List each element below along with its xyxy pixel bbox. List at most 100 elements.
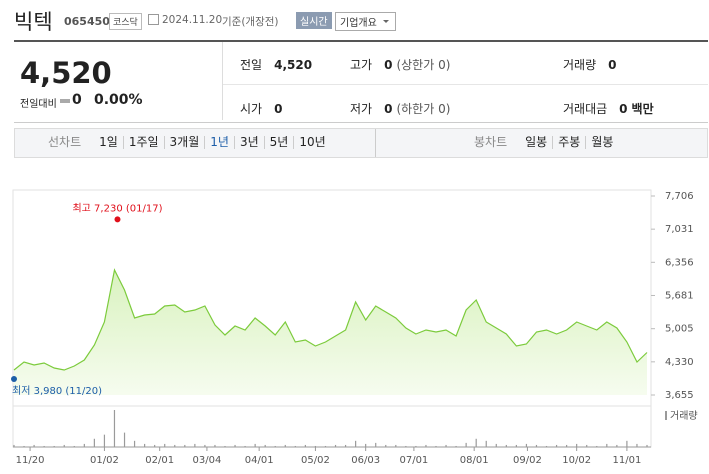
volume-bar xyxy=(535,444,538,447)
change: 0 xyxy=(72,92,82,108)
volume-bar xyxy=(83,443,85,447)
x-tick-label: 03/04 xyxy=(193,455,222,466)
volume-bar xyxy=(164,443,166,447)
tab[interactable]: 일봉 xyxy=(525,135,548,149)
price: 4,520 xyxy=(20,56,112,90)
stat: 거래대금 0 백만 xyxy=(563,100,654,117)
volume-bar xyxy=(264,444,266,447)
tab[interactable]: 1주일 xyxy=(122,136,164,149)
area-fill xyxy=(14,270,647,395)
tab[interactable]: 3개월 xyxy=(163,136,205,149)
x-tick-label: 04/01 xyxy=(245,455,274,466)
volume-bar xyxy=(214,444,216,447)
date: 2024.11.20 xyxy=(162,14,223,26)
tab-group-label: 선차트 xyxy=(48,135,82,149)
y-tick-label: 7,706 xyxy=(665,191,694,202)
volume-bar xyxy=(525,443,528,447)
volume-bar xyxy=(123,432,126,447)
volume-bar xyxy=(274,445,276,447)
volume-bar xyxy=(606,443,608,447)
annotation-dot xyxy=(114,216,121,223)
volume-bar xyxy=(234,444,236,447)
volume-legend: 거래량 xyxy=(670,410,698,422)
volume-bar xyxy=(224,445,226,447)
divider xyxy=(223,84,708,85)
volume-bar xyxy=(314,445,317,447)
y-tick-label: 3,655 xyxy=(665,390,694,401)
change-label: 전일대비 xyxy=(20,99,57,110)
stat-value: 0 xyxy=(384,58,393,72)
volume-bar xyxy=(184,444,186,447)
stat-label: 저가 xyxy=(350,102,373,116)
annotation-label: 최고 7,230 (01/17) xyxy=(72,202,162,214)
volume-bar xyxy=(415,445,417,447)
volume-bar xyxy=(344,444,347,447)
x-tick-label: 02/01 xyxy=(145,455,174,466)
tab[interactable]: 월봉 xyxy=(585,136,618,149)
volume-bar xyxy=(495,443,497,447)
stat-label: 거래대금 xyxy=(563,102,608,116)
change-rate: 0.00% xyxy=(94,92,143,108)
volume-bar xyxy=(365,443,367,447)
realtime-badge[interactable]: 실시간 xyxy=(296,12,332,29)
volume-bar xyxy=(596,445,598,447)
volume-bar xyxy=(144,443,146,447)
volume-bar xyxy=(43,445,45,447)
stat-value: 0 xyxy=(274,102,283,116)
stock-code: 065450 xyxy=(64,15,110,28)
volume-bar xyxy=(425,444,427,447)
stat-unit: 백만 xyxy=(631,102,654,116)
volume-bar xyxy=(616,444,618,447)
stat: 전일 4,520 xyxy=(240,56,312,73)
volume-bar xyxy=(254,443,256,447)
calendar-icon xyxy=(148,14,159,25)
quote-box xyxy=(14,40,708,123)
price-line xyxy=(13,268,648,371)
volume-bar xyxy=(23,445,25,447)
tab[interactable]: 주봉 xyxy=(552,136,585,149)
volume-bar xyxy=(53,445,55,447)
volume-bar xyxy=(505,444,507,447)
x-tick-label: 05/02 xyxy=(301,455,330,466)
x-tick-label: 11/20 xyxy=(16,455,45,466)
tab[interactable]: 3년 xyxy=(233,136,264,149)
volume-bar xyxy=(395,444,397,447)
market-badge: 코스닥 xyxy=(109,13,142,30)
volume-bar xyxy=(204,444,206,447)
annotation-label: 최저 3,980 (11/20) xyxy=(12,385,102,397)
volume-bar xyxy=(355,440,357,447)
stat: 저가 0 (하한가 0) xyxy=(350,100,450,117)
volume-bar xyxy=(586,444,588,447)
overview-button[interactable]: 기업개요 xyxy=(335,12,396,31)
tab[interactable]: 1년 xyxy=(204,136,234,149)
y-tick-label: 6,356 xyxy=(665,257,694,268)
volume-bar xyxy=(13,444,15,447)
stock-name: 빅텍 xyxy=(14,10,53,34)
volume-bar xyxy=(154,444,156,447)
stat-value: 0 xyxy=(619,102,628,116)
volume-bar xyxy=(405,445,407,447)
tab[interactable]: 5년 xyxy=(263,136,294,149)
volume-bar xyxy=(73,445,75,447)
volume-bar xyxy=(475,438,477,447)
volume-bar xyxy=(515,444,517,447)
volume-bar xyxy=(63,444,65,447)
tab[interactable]: 10년 xyxy=(293,136,330,149)
volume-bar xyxy=(455,445,457,447)
volume-bar xyxy=(636,443,638,447)
stat-label: 시가 xyxy=(240,102,263,116)
x-tick-label: 06/03 xyxy=(351,455,380,466)
volume-bar xyxy=(555,444,558,447)
divider xyxy=(222,42,223,120)
y-tick-label: 5,005 xyxy=(665,324,694,335)
date-basis: 기준(개장전) xyxy=(222,16,279,28)
x-tick-label: 11/01 xyxy=(612,455,641,466)
volume-bar xyxy=(244,445,246,447)
stat: 고가 0 (상한가 0) xyxy=(350,56,450,73)
volume-bar xyxy=(324,445,327,447)
tab[interactable]: 1일 xyxy=(99,135,118,149)
y-tick-label: 5,681 xyxy=(665,290,694,301)
